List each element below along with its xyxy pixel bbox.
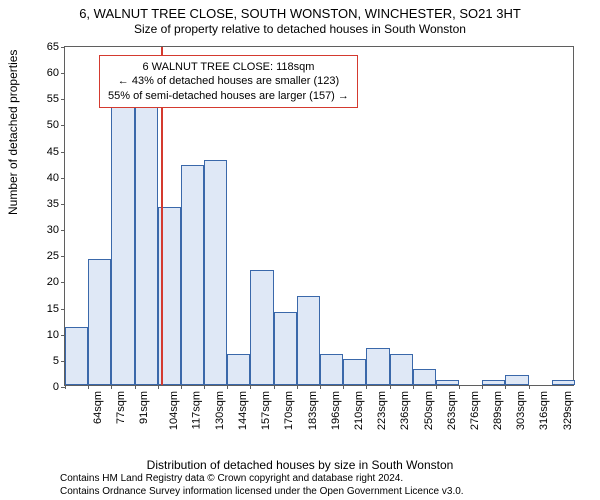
x-tick-mark [505,385,506,389]
x-tick-label: 157sqm [260,391,272,430]
x-tick-mark [436,385,437,389]
x-tick-label: 77sqm [115,391,127,424]
x-tick-mark [482,385,483,389]
x-tick-label: 250sqm [423,391,435,430]
y-tick-label: 40 [47,172,59,184]
x-tick-label: 236sqm [400,391,412,430]
x-tick-label: 104sqm [168,391,180,430]
x-tick-mark [390,385,391,389]
annotation-line: 55% of semi-detached houses are larger (… [108,89,349,103]
y-tick-label: 45 [47,146,59,158]
y-tick-mark [61,73,65,74]
x-tick-mark [88,385,89,389]
y-tick-mark [61,204,65,205]
x-tick-label: 329sqm [562,391,574,430]
histogram-bar [111,97,134,385]
x-tick-label: 183sqm [307,391,319,430]
x-tick-mark [181,385,182,389]
y-tick-mark [61,309,65,310]
histogram-bar [65,327,88,385]
histogram-bar [505,375,528,385]
x-tick-label: 289sqm [492,391,504,430]
histogram-bar [482,380,505,385]
x-tick-label: 316sqm [539,391,551,430]
x-tick-mark [204,385,205,389]
y-tick-mark [61,47,65,48]
x-tick-label: 64sqm [92,391,104,424]
histogram-bar [297,296,320,385]
y-tick-label: 5 [53,355,59,367]
x-tick-mark [366,385,367,389]
y-tick-label: 25 [47,250,59,262]
x-tick-label: 276sqm [469,391,481,430]
x-tick-mark [111,385,112,389]
histogram-bar [250,270,273,385]
histogram-bar [436,380,459,385]
x-axis-label: Distribution of detached houses by size … [0,458,600,472]
histogram-bar [366,348,389,385]
chart-title: 6, WALNUT TREE CLOSE, SOUTH WONSTON, WIN… [0,0,600,21]
x-tick-mark [158,385,159,389]
x-tick-mark [320,385,321,389]
histogram-bar [135,103,158,385]
y-tick-mark [61,125,65,126]
x-tick-mark [413,385,414,389]
x-tick-mark [227,385,228,389]
histogram-bar [320,354,343,385]
histogram-bar [343,359,366,385]
y-tick-label: 0 [53,381,59,393]
histogram-bar [88,259,111,385]
chart-container: 6, WALNUT TREE CLOSE, SOUTH WONSTON, WIN… [0,0,600,500]
y-tick-mark [61,99,65,100]
y-tick-mark [61,230,65,231]
x-tick-label: 196sqm [330,391,342,430]
chart-subtitle: Size of property relative to detached ho… [0,21,600,36]
histogram-bar [274,312,297,385]
histogram-bar [227,354,250,385]
x-tick-label: 210sqm [353,391,365,430]
x-tick-mark [65,385,66,389]
annotation-box: 6 WALNUT TREE CLOSE: 118sqm ← 43% of det… [99,55,358,108]
histogram-bar [413,369,436,385]
y-tick-label: 60 [47,67,59,79]
footnote: Contains HM Land Registry data © Crown c… [60,473,464,498]
histogram-bar [552,380,575,385]
x-tick-mark [274,385,275,389]
x-tick-mark [297,385,298,389]
y-tick-label: 10 [47,329,59,341]
footnote-line: Contains HM Land Registry data © Crown c… [60,473,464,486]
plot-area: 0510152025303540455055606564sqm77sqm91sq… [64,46,574,386]
x-tick-label: 144sqm [237,391,249,430]
x-tick-mark [529,385,530,389]
y-tick-label: 15 [47,303,59,315]
histogram-bar [390,354,413,385]
x-tick-label: 170sqm [284,391,296,430]
y-tick-label: 30 [47,224,59,236]
y-tick-label: 65 [47,41,59,53]
y-tick-mark [61,152,65,153]
x-tick-label: 117sqm [190,391,202,429]
annotation-line: ← 43% of detached houses are smaller (12… [108,74,349,88]
histogram-bar [204,160,227,385]
annotation-line: 6 WALNUT TREE CLOSE: 118sqm [108,60,349,74]
x-tick-mark [135,385,136,389]
y-tick-label: 35 [47,198,59,210]
x-tick-label: 263sqm [446,391,458,430]
x-tick-label: 303sqm [515,391,527,430]
y-tick-mark [61,282,65,283]
histogram-bar [181,165,204,385]
y-tick-label: 55 [47,93,59,105]
y-tick-label: 20 [47,276,59,288]
footnote-line: Contains Ordnance Survey information lic… [60,486,464,499]
x-tick-label: 91sqm [138,391,150,424]
x-tick-label: 223sqm [376,391,388,430]
y-tick-mark [61,178,65,179]
y-tick-label: 50 [47,119,59,131]
y-axis-label: Number of detached properties [6,50,20,215]
x-tick-mark [343,385,344,389]
x-tick-mark [250,385,251,389]
x-tick-label: 130sqm [214,391,226,430]
y-tick-mark [61,256,65,257]
x-tick-mark [459,385,460,389]
